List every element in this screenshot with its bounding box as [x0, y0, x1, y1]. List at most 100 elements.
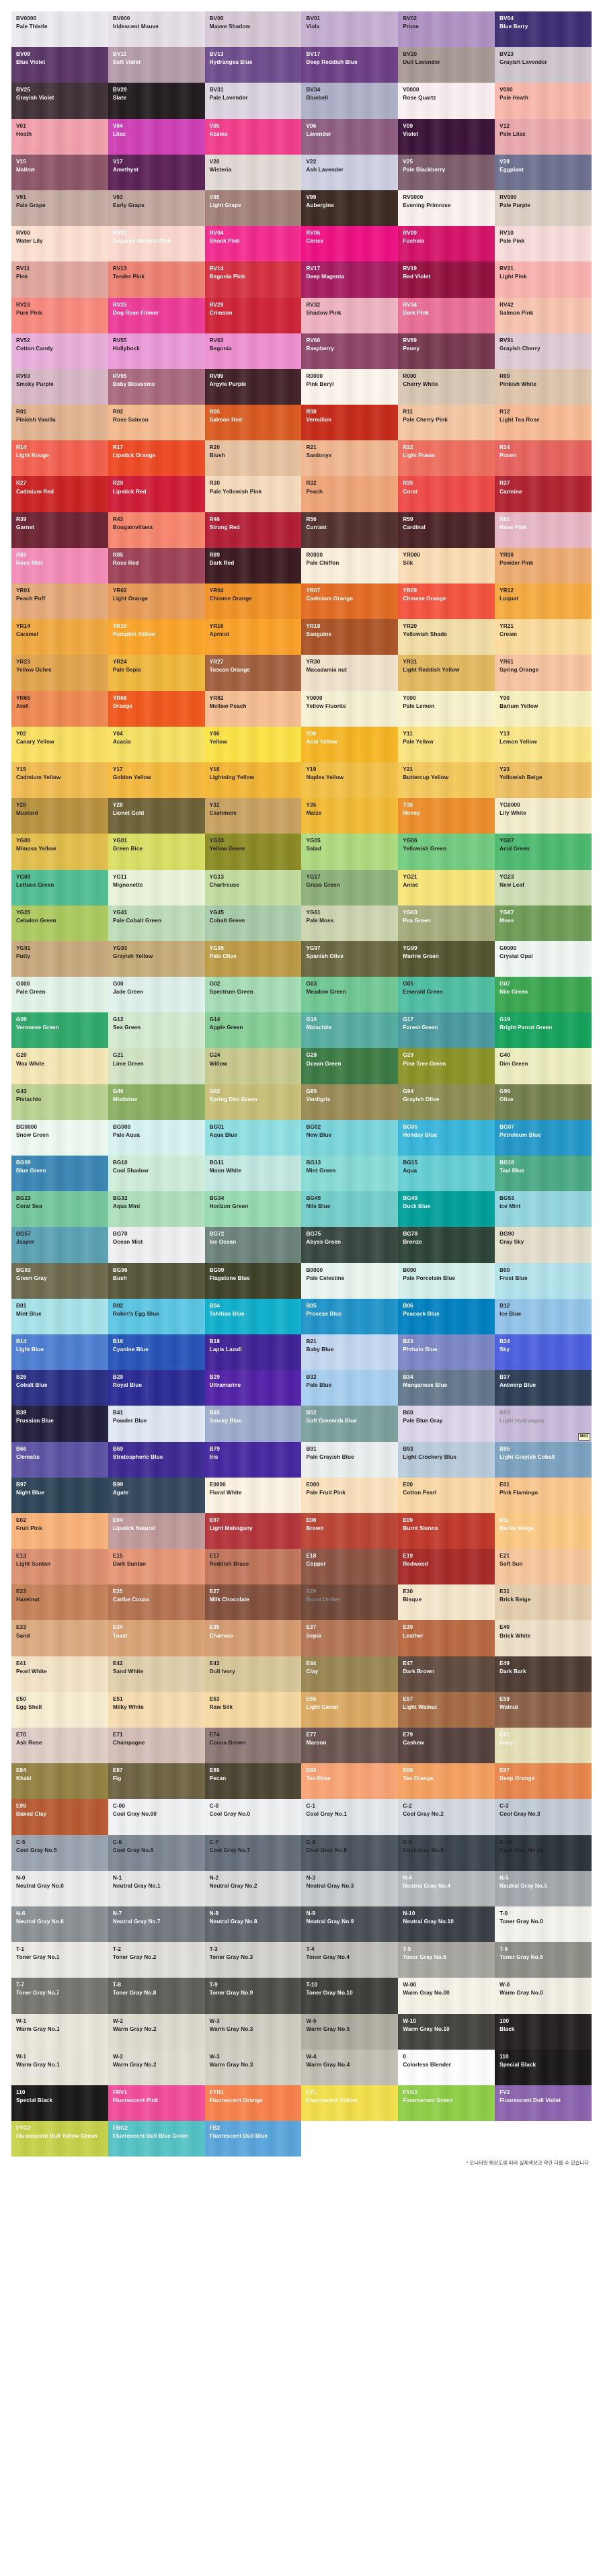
color-swatch[interactable]: 110 Special Black [11, 2085, 108, 2122]
color-swatch[interactable]: BV29 Slate [108, 83, 205, 119]
color-swatch[interactable]: V93 Early Grape [108, 190, 205, 227]
color-swatch[interactable]: B41 Powder Blue [108, 1406, 205, 1442]
color-swatch[interactable]: V95 Light Grape [204, 190, 302, 227]
color-swatch[interactable]: RV32 Shadow Pink [301, 297, 399, 333]
color-swatch[interactable]: BG57 Jasper [11, 1227, 108, 1263]
color-swatch[interactable]: RV13 Tender Pink [108, 261, 205, 298]
color-swatch[interactable]: R0000 Pink Beryl [301, 368, 399, 405]
color-swatch[interactable]: RV29 Crimson [204, 297, 302, 333]
color-swatch[interactable]: Y08 Acid Yellow [301, 726, 399, 762]
color-swatch[interactable]: R08 Vermilion [301, 405, 399, 441]
color-swatch[interactable]: BG49 Duck Blue [398, 1191, 495, 1227]
color-swatch[interactable]: E18 Copper [301, 1549, 399, 1585]
color-swatch[interactable]: BG15 Aqua [398, 1156, 495, 1192]
color-swatch[interactable]: C-9 Cool Gray No.9 [398, 1835, 495, 1871]
color-swatch[interactable]: RV00 Water Lily [11, 226, 108, 262]
color-swatch[interactable]: E84 Khaki [11, 1763, 108, 1800]
color-swatch[interactable]: G99 Olive [495, 1084, 592, 1120]
color-swatch[interactable]: G14 Apple Green [204, 1012, 302, 1049]
color-swatch[interactable]: BV04 Blue Berry [495, 11, 592, 48]
color-swatch[interactable]: G02 Spectrum Green [204, 977, 302, 1013]
color-swatch[interactable]: V22 Ash Lavender [301, 154, 399, 190]
color-swatch[interactable]: Y15 Cadmium Yellow [11, 762, 108, 799]
color-swatch[interactable]: V91 Pale Grape [11, 190, 108, 227]
color-swatch[interactable]: 0 Colorless Blender [398, 2049, 495, 2085]
color-swatch[interactable]: R12 Light Tea Rose [495, 405, 592, 441]
color-swatch[interactable]: RV63 Begonia [204, 333, 302, 369]
color-swatch[interactable]: Y28 Lionet Gold [108, 798, 205, 834]
color-swatch[interactable]: W-1 Warm Gray No.1 [11, 2013, 108, 2050]
color-swatch[interactable]: YG97 Spanish Olive [301, 940, 399, 977]
color-swatch[interactable]: E31 Brick Beige [495, 1584, 592, 1621]
color-swatch[interactable]: N-7 Neutral Gray No.7 [108, 1906, 205, 1943]
color-swatch[interactable]: G09 Veronese Green [11, 1012, 108, 1049]
color-swatch[interactable]: RV02 Sugared Almond Pink [108, 226, 205, 262]
color-swatch[interactable]: FYG1 Fluorescent Green [398, 2085, 495, 2122]
color-swatch[interactable]: E000 Pale Fruit Pink [301, 1477, 399, 1513]
color-swatch[interactable]: G43 Pistachio [11, 1084, 108, 1120]
color-swatch[interactable]: G28 Ocean Green [301, 1048, 399, 1084]
color-swatch[interactable]: V28 Eggplant [495, 154, 592, 190]
color-swatch[interactable]: V09 Violet [398, 118, 495, 155]
color-swatch[interactable]: BG93 Green Gray [11, 1262, 108, 1299]
color-swatch[interactable]: BV00 Mauve Shadow [204, 11, 302, 48]
color-swatch[interactable]: YR68 Orange [108, 690, 205, 727]
color-swatch[interactable]: YR00 Powder Pink [495, 547, 592, 583]
color-swatch[interactable]: YG03 Yellow Green [204, 834, 302, 870]
color-swatch[interactable]: E71 Champagne [108, 1728, 205, 1764]
color-swatch[interactable]: R20 Blush [204, 440, 302, 477]
color-swatch[interactable]: E95 Tea Orange [398, 1763, 495, 1800]
color-swatch[interactable]: YR82 Mellow Peach [204, 690, 302, 727]
color-swatch[interactable]: R01 Pinkish Vanilla [11, 405, 108, 441]
color-swatch[interactable]: E57 Light Walnut [398, 1691, 495, 1728]
color-swatch[interactable]: G24 Willow [204, 1048, 302, 1084]
color-swatch[interactable]: Y11 Pale Yellow [398, 726, 495, 762]
color-swatch[interactable]: Y21 Buttercup Yellow [398, 762, 495, 799]
color-swatch[interactable]: RV14 Begonia Pink [204, 261, 302, 298]
color-swatch[interactable]: V99 Aubergine [301, 190, 399, 227]
color-swatch[interactable]: E11 Barley Beige [495, 1513, 592, 1549]
color-swatch[interactable]: E35 Chamois [204, 1620, 302, 1656]
color-swatch[interactable]: B04 Tahitian Blue [204, 1298, 302, 1334]
color-swatch[interactable]: E04 Lipstick Natural [108, 1513, 205, 1549]
color-swatch[interactable]: E42 Sand White [108, 1656, 205, 1692]
color-swatch[interactable]: BG32 Aqua Mint [108, 1191, 205, 1227]
color-swatch[interactable]: BV17 Deep Reddish Blue [301, 47, 399, 83]
color-swatch[interactable]: E37 Sepia [301, 1620, 399, 1656]
color-swatch[interactable]: E51 Milky White [108, 1691, 205, 1728]
color-swatch[interactable]: R22 Light Prawn [398, 440, 495, 477]
color-swatch[interactable]: YG01 Green Bice [108, 834, 205, 870]
color-swatch[interactable]: B99 Agate [108, 1477, 205, 1513]
color-swatch[interactable]: R85 Rose Red [108, 547, 205, 583]
color-swatch[interactable]: B29 Ultramarine [204, 1370, 302, 1406]
color-swatch[interactable]: E25 Caribe Cocoa [108, 1584, 205, 1621]
color-swatch[interactable]: Y32 Cashmere [204, 798, 302, 834]
color-swatch[interactable]: B69 Stratospheric Blue [108, 1441, 205, 1478]
color-swatch[interactable]: Y35 Maize [301, 798, 399, 834]
color-swatch[interactable]: B32 Pale Blue [301, 1370, 399, 1406]
color-swatch[interactable]: R46 Strong Red [204, 512, 302, 548]
color-swatch[interactable]: V04 Lilac [108, 118, 205, 155]
color-swatch[interactable]: B23 Phthalo Blue [398, 1334, 495, 1371]
color-swatch[interactable]: RV04 Shock Pink [204, 226, 302, 262]
color-swatch[interactable]: BV01 Viola [301, 11, 399, 48]
color-swatch[interactable]: N-8 Neutral Gray No.8 [204, 1906, 302, 1943]
color-swatch[interactable]: T-8 Toner Gray No.8 [108, 1978, 205, 2014]
color-swatch[interactable]: YG41 Pale Cobalt Green [108, 905, 205, 941]
color-swatch[interactable]: YG09 Lettuce Green [11, 869, 108, 905]
color-swatch[interactable]: E39 Leather [398, 1620, 495, 1656]
color-swatch[interactable]: W-10 Warm Gray No.10 [398, 2013, 495, 2050]
color-swatch[interactable]: YR16 Apricot [204, 619, 302, 655]
color-swatch[interactable]: W-1 Warm Gray No.1 [11, 2049, 108, 2085]
color-swatch[interactable]: BG75 Abyss Green [301, 1227, 399, 1263]
color-swatch[interactable]: B18 Lapis Lazuli [204, 1334, 302, 1371]
color-swatch[interactable]: E77 Maroon [301, 1728, 399, 1764]
color-swatch[interactable]: W-00 Warm Gray No.00 [398, 1978, 495, 2014]
color-swatch[interactable]: YR21 Cream [495, 619, 592, 655]
color-swatch[interactable]: BG90 Gray Sky [495, 1227, 592, 1263]
color-swatch[interactable]: YG25 Celadon Green [11, 905, 108, 941]
color-swatch[interactable]: R56 Currant [301, 512, 399, 548]
color-swatch[interactable]: Y23 Yellowish Beige [495, 762, 592, 799]
color-swatch[interactable]: RV52 Cotton Candy [11, 333, 108, 369]
color-swatch[interactable]: Y38 Honey [398, 798, 495, 834]
